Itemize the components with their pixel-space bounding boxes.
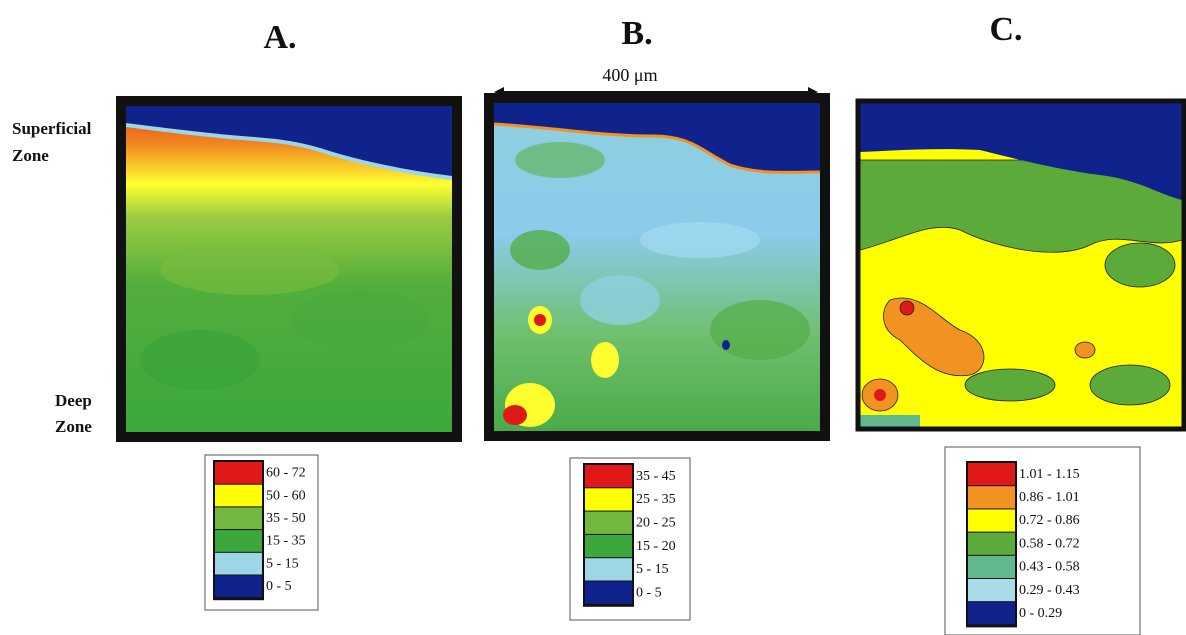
legend-label: 0.43 - 0.58 (1019, 560, 1080, 575)
legend-swatch (215, 530, 262, 552)
legend-label: 15 - 20 (636, 539, 676, 554)
side-label: Zone (55, 417, 92, 436)
panel-title: C. (989, 11, 1022, 48)
legend-label: 0 - 0.29 (1019, 606, 1062, 621)
panel-title: B. (621, 15, 652, 52)
legend-label: 50 - 60 (266, 488, 306, 503)
legend-swatch (585, 558, 632, 581)
legends: 60 - 72 50 - 60 35 - 50 15 - 35 5 - 15 0 - 5 3… (204, 446, 1141, 635)
heatmap-a (116, 96, 462, 442)
legend-swatch (968, 579, 1015, 602)
legend-label: 35 - 50 (266, 511, 306, 526)
legend-swatch (215, 484, 262, 507)
legend-swatch (585, 465, 632, 488)
scale-label: 400 μm (602, 65, 657, 85)
legend-swatch (215, 507, 262, 530)
side-label: Zone (12, 146, 49, 165)
legend-label: 0.29 - 0.43 (1019, 583, 1080, 598)
side-label: Deep (55, 391, 92, 410)
legend-label: 1.01 - 1.15 (1019, 467, 1080, 482)
legend-label: 25 - 35 (636, 492, 676, 507)
legend-swatch (968, 532, 1015, 555)
legend-swatch (968, 555, 1015, 578)
side-label: Superficial (12, 119, 92, 138)
legend-swatch (968, 602, 1015, 625)
legend-swatch (585, 488, 632, 511)
legend-swatch (585, 581, 632, 604)
legend-label: 5 - 15 (636, 562, 669, 577)
legend-swatch (585, 511, 632, 534)
legend-label: 0.86 - 1.01 (1019, 490, 1080, 505)
legend-label: 5 - 15 (266, 556, 299, 571)
legend-label: 20 - 25 (636, 515, 676, 530)
legend-label: 35 - 45 (636, 469, 676, 484)
legend-swatch (968, 509, 1015, 532)
legend-label: 0 - 5 (636, 585, 662, 600)
legend-swatch (968, 486, 1015, 509)
legend-swatch (968, 463, 1015, 486)
heatmap-b (484, 93, 830, 441)
legend-swatch (585, 534, 632, 558)
legend-label: 0 - 5 (266, 579, 292, 594)
heatmap-c (855, 98, 1186, 432)
legend-label: 0.58 - 0.72 (1019, 536, 1080, 551)
legend-label: 15 - 35 (266, 534, 306, 549)
legend-swatch (215, 462, 262, 484)
legend-label: 0.72 - 0.86 (1019, 513, 1080, 528)
legend-swatch (215, 552, 262, 575)
legend-swatch (215, 575, 262, 598)
legend-label: 60 - 72 (266, 466, 306, 481)
panel-title: A. (263, 19, 296, 56)
